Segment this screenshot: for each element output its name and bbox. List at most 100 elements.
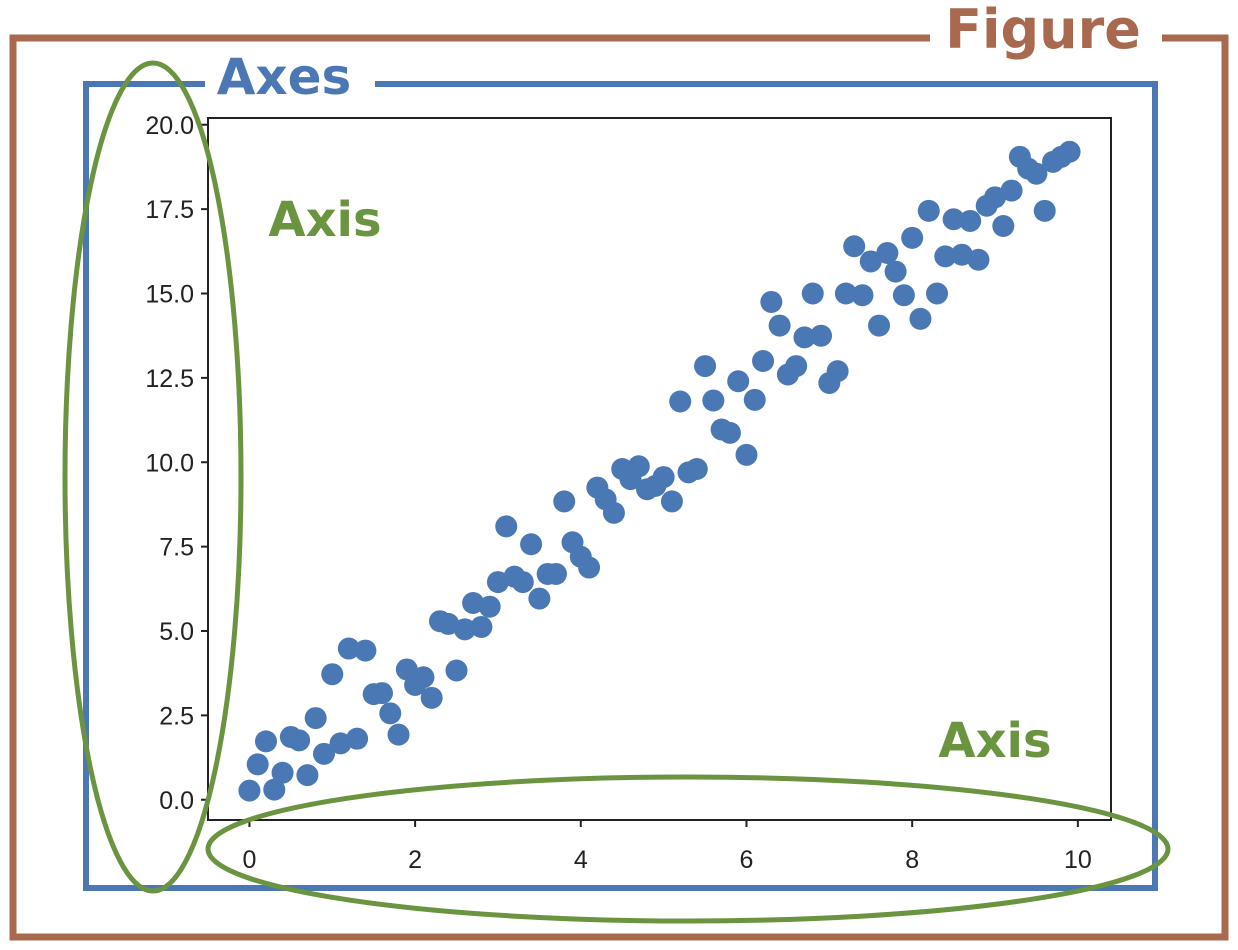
scatter-point — [685, 458, 708, 480]
x-axis-annotation-label: Axis — [938, 713, 1051, 769]
scatter-point — [329, 732, 352, 755]
scatter-point — [992, 215, 1015, 237]
scatter-point — [909, 307, 932, 330]
y-tick-label: 7.5 — [159, 534, 194, 562]
x-tick-label: 10 — [1064, 846, 1092, 874]
x-tick-label: 2 — [408, 846, 422, 874]
scatter-point — [834, 282, 857, 305]
scatter-point — [379, 702, 402, 725]
scatter-point — [511, 571, 534, 594]
scatter-point — [884, 260, 907, 283]
y-tick-label: 2.5 — [159, 702, 194, 730]
scatter-point — [495, 515, 518, 538]
scatter-point — [246, 753, 269, 776]
scatter-point — [801, 282, 824, 305]
scatter-point — [1033, 199, 1056, 222]
scatter-point — [669, 390, 692, 413]
scatter-point — [528, 587, 551, 610]
scatter-point — [785, 355, 808, 378]
scatter-points — [238, 140, 1081, 802]
scatter-point — [445, 659, 468, 682]
scatter-point — [312, 742, 335, 765]
x-axis-ellipse — [205, 774, 1171, 924]
scatter-point — [851, 284, 874, 307]
scatter-point — [1000, 179, 1023, 202]
axes-box — [83, 81, 1158, 891]
scatter-point — [337, 637, 360, 660]
scatter-point — [486, 571, 509, 594]
y-axis-ticks: 0.0 2.5 5.0 7.5 10.0 12.5 15.0 17.5 20.0 — [145, 112, 208, 815]
scatter-point — [859, 250, 882, 273]
scatter-point — [271, 761, 294, 784]
scatter-point — [412, 666, 435, 689]
scatter-point — [462, 591, 485, 614]
x-tick-label: 0 — [242, 846, 256, 874]
scatter-point — [660, 490, 683, 513]
scatter-point — [843, 235, 866, 258]
x-tick-label: 6 — [740, 846, 754, 874]
scatter-point — [321, 663, 344, 686]
scatter-point — [950, 243, 973, 266]
scatter-point — [1058, 140, 1081, 163]
scatter-point — [934, 245, 957, 268]
y-axis-annotation-label: Axis — [268, 192, 381, 248]
scatter-point — [826, 360, 849, 383]
scatter-point — [627, 455, 650, 478]
x-axis-ticks: 0 2 4 6 8 10 — [242, 820, 1092, 874]
scatter-point — [735, 443, 758, 466]
y-tick-label: 10.0 — [145, 449, 194, 477]
scatter-point — [470, 615, 493, 638]
scatter-point — [420, 686, 443, 709]
figure-box — [9, 34, 1229, 941]
scatter-point — [602, 501, 625, 524]
scatter-point — [288, 729, 311, 752]
scatter-point — [694, 355, 717, 378]
y-tick-label: 15.0 — [145, 281, 194, 309]
scatter-point — [370, 682, 393, 705]
scatter-point — [1025, 162, 1048, 185]
x-tick-label: 8 — [905, 846, 919, 874]
scatter-point — [453, 618, 476, 641]
scatter-point — [652, 466, 675, 489]
scatter-point — [727, 370, 750, 393]
scatter-point — [238, 779, 261, 802]
scatter-point — [917, 199, 940, 222]
scatter-point — [810, 324, 833, 347]
scatter-point — [702, 389, 725, 412]
scatter-point — [892, 284, 915, 307]
scatter-point — [743, 388, 766, 411]
scatter-point — [346, 727, 369, 750]
scatter-point — [926, 282, 949, 305]
scatter-point — [718, 421, 741, 444]
scatter-point — [967, 248, 990, 271]
y-tick-label: 20.0 — [145, 112, 194, 140]
y-tick-label: 12.5 — [145, 365, 194, 393]
scatter-point — [578, 556, 601, 579]
scatter-point — [760, 290, 783, 313]
axes-label: Axes — [217, 48, 352, 106]
scatter-point — [984, 186, 1007, 209]
y-tick-label: 17.5 — [145, 196, 194, 224]
scatter-point — [354, 639, 377, 662]
x-tick-label: 4 — [574, 846, 588, 874]
scatter-point — [868, 314, 891, 337]
scatter-point — [254, 730, 277, 753]
scatter-point — [478, 595, 501, 618]
scatter-point — [296, 764, 319, 787]
scatter-point — [263, 778, 286, 801]
scatter-point — [768, 314, 791, 337]
scatter-point — [553, 490, 576, 513]
y-axis-ellipse — [62, 60, 244, 894]
scatter-point — [793, 326, 816, 349]
scatter-point — [876, 242, 899, 264]
scatter-point — [752, 350, 775, 372]
figure-label: Figure — [945, 0, 1141, 61]
scatter-point — [437, 612, 460, 635]
y-tick-label: 5.0 — [159, 618, 194, 646]
scatter-point — [387, 723, 410, 746]
scatter-point — [942, 208, 965, 231]
y-tick-label: 0.0 — [159, 787, 194, 815]
scatter-point — [304, 707, 327, 730]
scatter-point — [959, 209, 982, 232]
